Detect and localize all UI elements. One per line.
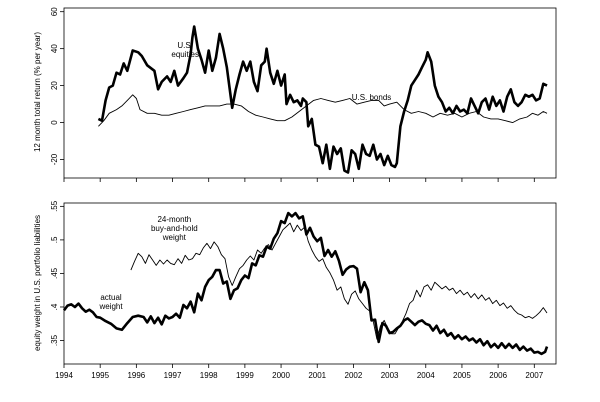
x-tick-label: 2000	[272, 371, 290, 380]
x-tick-label: 2007	[525, 371, 543, 380]
plot-frame	[63, 202, 557, 365]
y-axis-title: 12 month total return (% per year)	[33, 32, 42, 152]
x-tick-label: 1995	[91, 371, 109, 380]
x-tick-label: 2001	[308, 371, 326, 380]
y-tick-label: .35	[50, 334, 59, 346]
y-tick-label: 0	[50, 120, 59, 125]
x-tick-label: 1997	[164, 371, 182, 380]
x-tick-label: 2003	[381, 371, 399, 380]
x-tick-label: 1996	[127, 371, 145, 380]
x-tick-label: 1998	[200, 371, 218, 380]
annotation-label: weight	[162, 233, 187, 242]
annotation-label: 24-month	[157, 215, 191, 224]
y-axis-title: equity weight in U.S. portfolio liabilit…	[33, 215, 42, 351]
y-tick-label: .5	[50, 236, 59, 243]
y-tick-label: 60	[50, 7, 59, 16]
annotation-label: U.S. bonds	[352, 93, 392, 102]
bottom-panel-equity-weight: .35 .4 .45 .5 .55 equity weight in U.S. portf…	[33, 200, 557, 380]
plot-frame	[63, 7, 557, 179]
y-tick-label: .4	[50, 303, 59, 310]
series-line-u-s-equities	[97, 25, 548, 174]
x-tick-label: 2002	[345, 371, 363, 380]
x-tick-label: 2005	[453, 371, 471, 380]
x-tick-label: 1999	[236, 371, 254, 380]
x-tick-label: 1994	[55, 371, 73, 380]
y-tick-label: .55	[50, 200, 59, 212]
top-panel-returns: -20 0 20 40 60 12 month total return (% per y…	[33, 7, 557, 182]
y-tick-label: 20	[50, 81, 59, 90]
y-tick-label: .45	[50, 267, 59, 279]
series-line-24-month-buy-and-hold-weight	[130, 222, 548, 340]
y-tick-label: -20	[50, 153, 59, 165]
series-line-actual-weight	[62, 211, 549, 356]
annotation-label: U.S.	[177, 41, 193, 50]
y-tick-label: 40	[50, 44, 59, 53]
series-line-u-s-bonds	[98, 94, 548, 127]
annotation-label: equities	[171, 50, 199, 59]
annotation-label: buy-and-hold	[151, 224, 198, 233]
x-tick-label: 2004	[417, 371, 435, 380]
annotation-label: weight	[98, 302, 123, 311]
annotation-label: actual	[100, 293, 122, 302]
x-tick-label: 2006	[489, 371, 507, 380]
